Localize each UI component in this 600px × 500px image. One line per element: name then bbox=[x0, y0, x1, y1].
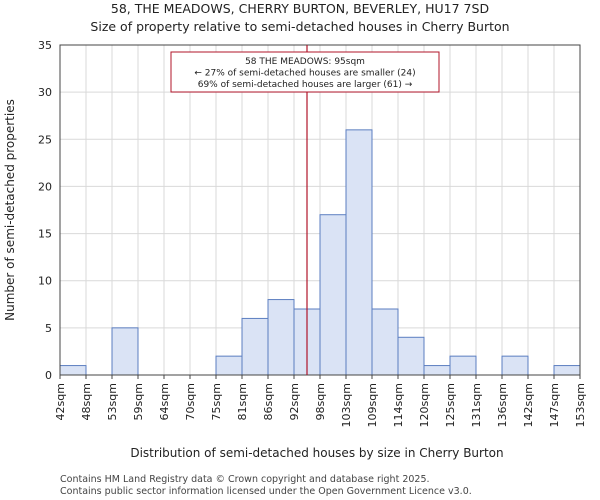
chart-subtitle: Size of property relative to semi-detach… bbox=[90, 19, 509, 34]
y-axis-label: Number of semi-detached properties bbox=[3, 99, 17, 321]
chart-title: 58, THE MEADOWS, CHERRY BURTON, BEVERLEY… bbox=[111, 1, 489, 16]
y-tick-label: 20 bbox=[38, 180, 52, 193]
x-tick-label: 92sqm bbox=[288, 383, 301, 420]
plot-frame bbox=[59, 44, 581, 376]
x-tick-label: 98sqm bbox=[314, 383, 327, 420]
histogram-bar bbox=[553, 365, 581, 376]
y-tick-label: 30 bbox=[38, 86, 52, 99]
y-tick-label: 35 bbox=[38, 39, 52, 52]
x-tick-layer: 42sqm 48sqm 53sqm 59sqm 64sqm 70sqm 75sqm 81sqm… bbox=[54, 375, 587, 427]
annotation-box bbox=[170, 51, 440, 93]
y-tick-label: 5 bbox=[45, 322, 52, 335]
histogram-bar bbox=[267, 299, 295, 376]
y-tick-label: 10 bbox=[38, 275, 52, 288]
marker-layer: 58 THE MEADOWS: 95sqm ← 27% of semi-detac… bbox=[170, 45, 440, 375]
histogram-bar bbox=[501, 355, 529, 376]
x-tick-label: 114sqm bbox=[392, 383, 405, 427]
histogram-bar bbox=[241, 317, 269, 376]
annotation-line-3: 69% of semi-detached houses are larger (… bbox=[198, 80, 413, 90]
x-axis-label: Distribution of semi-detached houses by … bbox=[130, 446, 503, 460]
x-tick-label: 136sqm bbox=[496, 383, 509, 427]
x-tick-label: 153sqm bbox=[574, 383, 587, 427]
y-tick-label: 25 bbox=[38, 133, 52, 146]
x-tick-label: 75sqm bbox=[210, 383, 223, 420]
x-tick-label: 86sqm bbox=[262, 383, 275, 420]
x-tick-label: 103sqm bbox=[340, 383, 353, 427]
histogram-bar bbox=[397, 336, 425, 376]
x-tick-label: 120sqm bbox=[418, 383, 431, 427]
x-tick-label: 53sqm bbox=[106, 383, 119, 420]
axis-layer bbox=[59, 44, 581, 376]
annotation-line-2: ← 27% of semi-detached houses are smalle… bbox=[194, 69, 415, 79]
histogram-bar bbox=[319, 214, 347, 376]
annotation-line-1: 58 THE MEADOWS: 95sqm bbox=[245, 57, 365, 67]
bar-layer bbox=[59, 129, 581, 376]
x-tick-label: 59sqm bbox=[132, 383, 145, 420]
histogram-bar bbox=[215, 355, 243, 376]
footer-line-2: Contains public sector information licen… bbox=[60, 486, 472, 497]
x-tick-label: 142sqm bbox=[522, 383, 535, 427]
x-tick-label: 131sqm bbox=[470, 383, 483, 427]
y-tick-label: 15 bbox=[38, 228, 52, 241]
footer-line-1: Contains HM Land Registry data © Crown c… bbox=[60, 474, 430, 485]
x-tick-label: 125sqm bbox=[444, 383, 457, 427]
histogram-bar bbox=[449, 355, 477, 376]
x-tick-label: 70sqm bbox=[184, 383, 197, 420]
histogram-bar bbox=[111, 327, 139, 376]
x-tick-label: 81sqm bbox=[236, 383, 249, 420]
histogram-bar bbox=[59, 365, 87, 376]
x-tick-label: 109sqm bbox=[366, 383, 379, 427]
histogram-bar bbox=[371, 308, 399, 376]
x-tick-label: 42sqm bbox=[54, 383, 67, 420]
y-tick-layer: 0 5 10 15 20 25 30 35 bbox=[38, 39, 52, 382]
x-tick-label: 147sqm bbox=[548, 383, 561, 427]
x-tick-label: 48sqm bbox=[80, 383, 93, 420]
y-tick-label: 0 bbox=[45, 369, 52, 382]
histogram-bar bbox=[345, 129, 373, 376]
histogram-bar bbox=[423, 365, 451, 376]
x-tick-label: 64sqm bbox=[158, 383, 171, 420]
